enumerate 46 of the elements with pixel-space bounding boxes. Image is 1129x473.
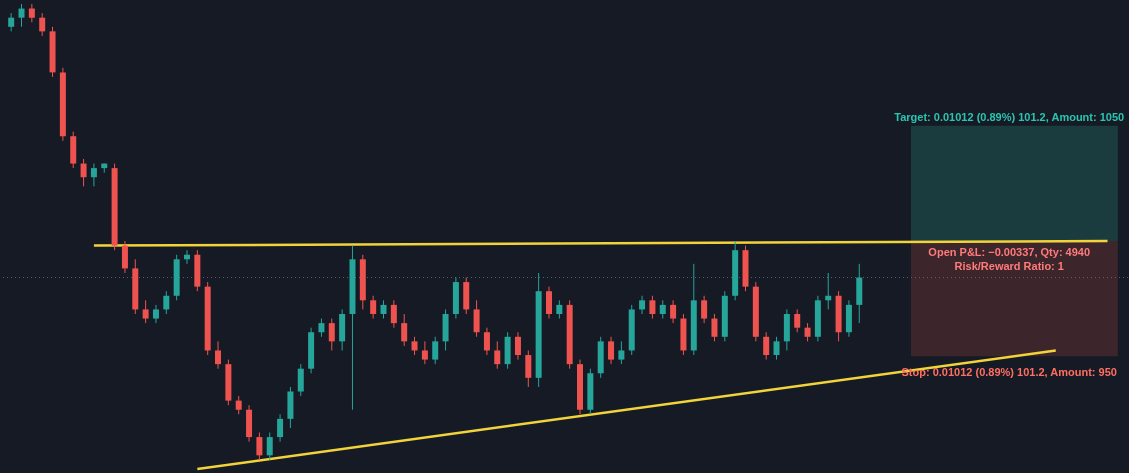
candlestick (649, 295, 656, 320)
candlestick (794, 308, 801, 333)
candlestick (318, 318, 325, 338)
candlestick (494, 340, 501, 370)
candlestick (215, 340, 222, 370)
candlestick (163, 290, 170, 315)
annotation: Target: 0.01012 (0.89%) 101.2, Amount: 1050 (894, 111, 1125, 124)
candlestick (80, 158, 87, 187)
candlestick (390, 299, 397, 329)
candlestick (8, 12, 15, 32)
candlestick (121, 240, 128, 274)
candlestick (152, 304, 159, 324)
candlestick (483, 327, 490, 356)
candlestick (659, 299, 666, 320)
candlestick (266, 432, 273, 461)
candlestick (328, 318, 335, 351)
candlestick (28, 3, 35, 23)
candlestick (256, 432, 263, 461)
candlestick (380, 299, 387, 320)
candlestick (401, 313, 408, 347)
candlestick (411, 336, 418, 356)
candlestick (701, 295, 708, 324)
candlestick (421, 340, 428, 365)
candlestick (142, 299, 149, 324)
candlestick (473, 299, 480, 338)
candlestick (711, 313, 718, 342)
candlestick (514, 331, 521, 361)
candlestick (39, 12, 46, 37)
candlestick (618, 340, 625, 365)
candlestick (235, 395, 242, 415)
candlestick (277, 413, 284, 443)
candlestick (432, 336, 439, 365)
candlestick (370, 295, 377, 320)
candlestick (556, 299, 563, 320)
candlestick (804, 322, 811, 342)
candlestick (525, 349, 532, 388)
candlestick (297, 363, 304, 397)
annotation: Open P&L: −0.00337, Qty: 4940 Risk/Reward Ratio: 1 (928, 246, 1091, 273)
candlestick (545, 286, 552, 320)
candlestick (670, 299, 677, 324)
candlestick (763, 331, 770, 361)
candlestick (773, 336, 780, 361)
candlestick (639, 295, 646, 315)
candlestick (18, 3, 25, 28)
candlestick (608, 336, 615, 365)
candlestick (90, 163, 97, 187)
